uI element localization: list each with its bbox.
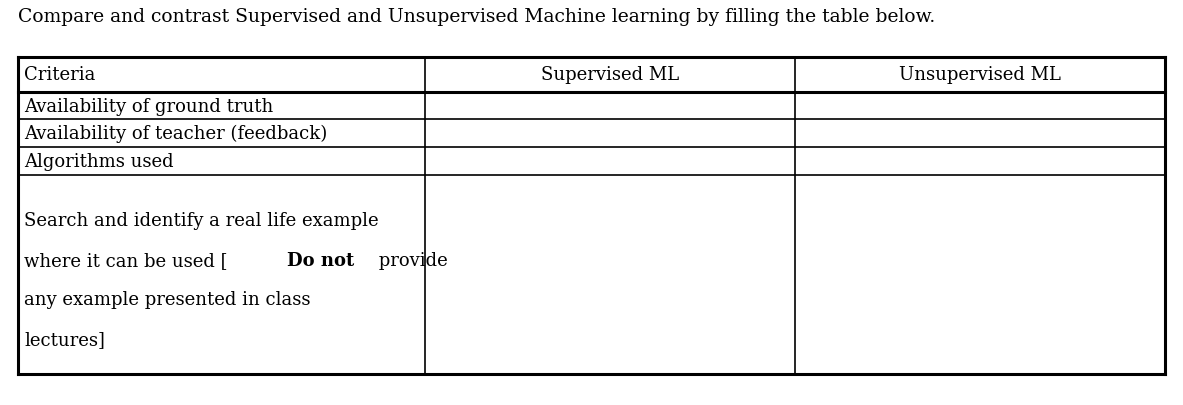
- Text: lectures]: lectures]: [24, 330, 105, 348]
- Text: any example presented in class: any example presented in class: [24, 291, 310, 309]
- Text: Algorithms used: Algorithms used: [24, 153, 174, 171]
- Text: Availability of teacher (feedback): Availability of teacher (feedback): [24, 125, 328, 143]
- Text: provide: provide: [374, 251, 448, 269]
- Text: Supervised ML: Supervised ML: [541, 66, 679, 84]
- Text: Search and identify a real life example: Search and identify a real life example: [24, 211, 379, 229]
- Text: where it can be used [: where it can be used [: [24, 251, 227, 269]
- Text: Do not: Do not: [286, 251, 354, 269]
- Text: Criteria: Criteria: [24, 66, 96, 84]
- Text: Unsupervised ML: Unsupervised ML: [899, 66, 1061, 84]
- Text: Compare and contrast Supervised and Unsupervised Machine learning by filling the: Compare and contrast Supervised and Unsu…: [18, 8, 936, 26]
- Text: Availability of ground truth: Availability of ground truth: [24, 97, 273, 115]
